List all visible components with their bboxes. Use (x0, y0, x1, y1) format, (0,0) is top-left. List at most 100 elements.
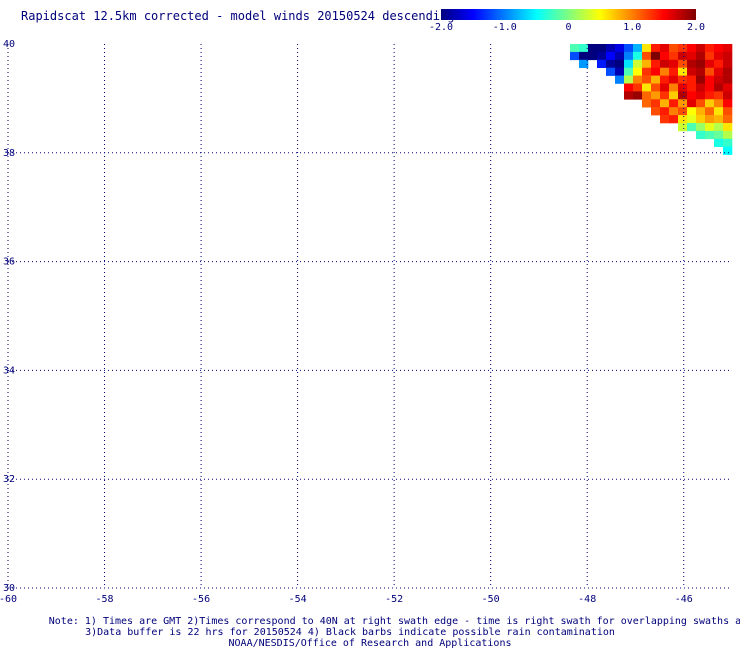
swath-cell (633, 59, 643, 68)
swath-cell (579, 44, 589, 53)
y-tick-label: 38 (3, 148, 15, 159)
swath-cell (669, 75, 679, 84)
swath-cell (723, 99, 733, 108)
swath-cell (588, 44, 598, 53)
swath-cells (570, 44, 733, 155)
swath-cell (696, 67, 706, 76)
swath-cell (633, 91, 643, 100)
swath-cell (642, 83, 652, 92)
swath-cell (633, 67, 643, 76)
swath-cell (714, 130, 724, 140)
swath-cell (651, 91, 661, 100)
swath-cell (651, 75, 661, 84)
swath-cell (705, 107, 715, 116)
x-tick-label: -48 (578, 594, 596, 605)
x-tick-label: -46 (675, 594, 693, 605)
swath-cell (714, 107, 724, 116)
swath-cell (606, 59, 616, 68)
swath-cell (651, 99, 661, 108)
note-line-1: Note: 1) Times are GMT 2)Times correspon… (48, 616, 740, 627)
swath-cell (678, 83, 688, 92)
swath-cell (714, 51, 724, 61)
swath-cell (723, 107, 733, 116)
swath-cell (597, 51, 607, 61)
y-tick-label: 30 (3, 583, 15, 594)
swath-cell (579, 59, 589, 68)
swath-cell (687, 107, 697, 116)
y-tick-label: 34 (3, 365, 15, 376)
swath-cell (696, 99, 706, 108)
swath-cell (714, 91, 724, 100)
swath-cell (588, 51, 598, 61)
swath-cell (669, 99, 679, 108)
x-tick-label: -50 (482, 594, 500, 605)
swath-cell (705, 130, 715, 140)
swath-cell (642, 99, 652, 108)
swath-cell (633, 44, 643, 53)
swath-cell (624, 44, 634, 53)
swath-cell (624, 91, 634, 100)
swath-cell (723, 146, 733, 155)
swath-cell (723, 51, 733, 61)
swath-cell (615, 44, 625, 53)
swath-cell (570, 51, 580, 61)
swath-cell (660, 59, 670, 68)
swath-cell (597, 59, 607, 68)
swath-cell (570, 44, 580, 53)
swath-cell (660, 44, 670, 53)
axis-tick-labels: -60 -58 -56 -54 -52 -50 -48 -46 40 38 36 34 32 30 (0, 39, 693, 605)
swath-cell (642, 75, 652, 84)
swath-cell (669, 91, 679, 100)
swath-cell (678, 75, 688, 84)
swath-cell (705, 99, 715, 108)
x-tick-label: -58 (96, 594, 114, 605)
y-tick-label: 32 (3, 474, 15, 485)
swath-cell (669, 59, 679, 68)
swath-cell (687, 99, 697, 108)
note-line-2: 3)Data buffer is 22 hrs for 20150524 4) … (85, 627, 615, 638)
swath-cell (678, 59, 688, 68)
swath-cell (714, 123, 724, 132)
swath-cell (678, 115, 688, 124)
swath-cell (642, 91, 652, 100)
swath-cell (651, 107, 661, 116)
swath-cell (687, 51, 697, 61)
swath-cell (723, 75, 733, 84)
swath-cell (678, 123, 688, 132)
swath-cell (669, 107, 679, 116)
swath-cell (714, 44, 724, 53)
y-tick-label: 40 (3, 39, 15, 50)
colorbar-tick-label: -1.0 (493, 22, 517, 33)
swath-cell (651, 51, 661, 61)
swath-cell (669, 44, 679, 53)
swath-cell (651, 44, 661, 53)
swath-cell (687, 83, 697, 92)
swath-cell (714, 67, 724, 76)
swath-cell (723, 67, 733, 76)
swath-cell (678, 67, 688, 76)
swath-cell (687, 59, 697, 68)
swath-cell (660, 83, 670, 92)
swath-cell (633, 51, 643, 61)
swath-cell (705, 75, 715, 84)
swath-cell (651, 83, 661, 92)
swath-cell (696, 59, 706, 68)
swath-cell (705, 91, 715, 100)
swath-cell (660, 67, 670, 76)
swath-cell (723, 83, 733, 92)
swath-cell (678, 107, 688, 116)
swath-cell (696, 130, 706, 140)
swath-cell (606, 67, 616, 76)
swath-cell (669, 67, 679, 76)
swath-cell (624, 59, 634, 68)
swath-cell (624, 51, 634, 61)
swath-cell (633, 83, 643, 92)
swath-cell (723, 138, 733, 147)
swath-cell (687, 67, 697, 76)
swath-cell (705, 123, 715, 132)
swath-cell (660, 107, 670, 116)
colorbar-tick-label: -2.0 (429, 22, 453, 33)
swath-cell (687, 123, 697, 132)
swath-cell (660, 51, 670, 61)
swath-cell (624, 83, 634, 92)
